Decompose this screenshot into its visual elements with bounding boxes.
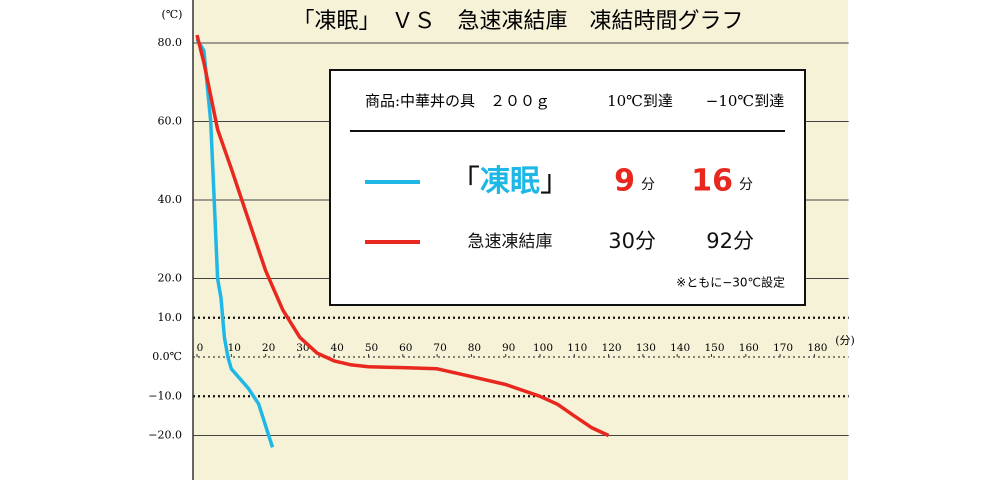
y-tick-label: 20.0	[158, 272, 183, 285]
x-tick-label: 160	[739, 342, 759, 354]
legend-header: 商品:中華丼の具 ２００ｇ	[365, 92, 550, 110]
chart-title: 「凍眠」 ＶＳ 急速凍結庫 凍結時間グラフ	[292, 9, 743, 34]
x-tick-label: 110	[567, 342, 587, 354]
x-tick-label: 90	[502, 342, 515, 354]
time-unit: 分	[641, 177, 655, 193]
legend-header: 10℃到達	[607, 92, 673, 110]
x-tick-label: 70	[433, 342, 446, 354]
time-unit: 分	[733, 229, 754, 253]
x-tick-label: 10	[228, 342, 241, 354]
legend-header: −10℃到達	[706, 92, 784, 110]
x-unit: (分)	[835, 334, 855, 347]
reach-time: 30	[608, 229, 635, 253]
y-tick-label: 80.0	[158, 36, 183, 49]
legend-note: ※ともに−30℃設定	[676, 275, 785, 290]
legend-label: 「凍眠」	[450, 164, 570, 199]
x-tick-label: 180	[807, 342, 827, 354]
reach-time: 16	[691, 164, 733, 199]
x-tick-label: 120	[602, 342, 622, 354]
legend-box	[329, 69, 806, 306]
x-tick-label: 130	[636, 342, 656, 354]
x-tick-label: 100	[533, 342, 553, 354]
reach-time: 92	[706, 229, 733, 253]
y-tick-label: 10.0	[158, 311, 183, 324]
x-tick-label: 20	[262, 342, 275, 354]
reach-time: 9	[614, 164, 635, 199]
x-tick-label: 170	[773, 342, 793, 354]
x-tick-label: 80	[468, 342, 481, 354]
y-tick-label: −20.0	[148, 429, 182, 442]
y-tick-label: 60.0	[158, 115, 183, 128]
y-unit: (℃)	[162, 8, 183, 21]
time-unit: 分	[739, 177, 753, 193]
x-tick-label: 50	[365, 342, 378, 354]
y-tick-label: 40.0	[158, 193, 183, 206]
x-tick-label: 150	[704, 342, 724, 354]
y-tick-label: −10.0	[148, 389, 182, 402]
x-tick-label: 60	[399, 342, 412, 354]
y-tick-label: 0.0℃	[152, 350, 182, 363]
series-line	[195, 38, 275, 448]
time-unit: 分	[635, 229, 656, 253]
x-tick-label: 140	[670, 342, 690, 354]
x-tick-label: 0	[197, 342, 204, 354]
legend-label: 急速凍結庫	[468, 232, 553, 252]
x-tick-label: 40	[331, 342, 344, 354]
series-line	[195, 34, 610, 438]
